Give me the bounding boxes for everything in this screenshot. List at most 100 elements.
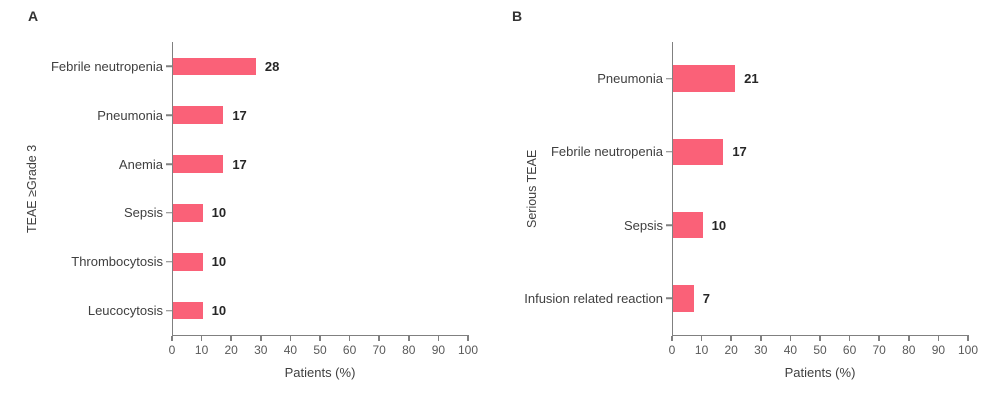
category-tick-mark [166,212,172,214]
x-tick-mark [467,336,469,341]
value-label: 10 [211,303,227,319]
x-tick-label: 60 [842,343,857,357]
category-label: Anemia [118,156,163,172]
category-tick-mark [666,224,672,226]
x-tick-label: 20 [224,343,238,357]
category-label: Febrile neutropenia [550,144,663,160]
x-tick-mark [789,336,792,341]
x-axis: 0 10 20 30 40 50 60 70 80 90 100 [168,336,478,362]
bar [673,65,736,92]
x-tick-mark [937,336,940,341]
bar-row: Pneumonia 17 [97,91,469,140]
bar-row: Febrile neutropenia 28 [51,42,469,91]
panel-letter-a: A [28,8,39,24]
category-tick-mark [166,309,172,312]
x-tick-label: 50 [313,343,327,357]
x-tick-mark [437,336,440,341]
x-tick-label: 10 [194,343,209,357]
bar-row: Leucocytosis 10 [88,286,469,335]
x-tick-mark [378,336,380,341]
category-tick-mark [666,151,672,153]
x-tick-label: 40 [283,343,298,357]
x-tick-label: 20 [724,343,738,357]
bar-row: Infusion related reaction 7 [524,262,969,335]
category-tick-mark [666,77,672,80]
x-tick-mark [819,336,821,341]
value-label: 17 [232,156,247,172]
x-tick-label: 30 [254,343,268,357]
x-tick-mark [967,336,969,341]
x-tick-mark [848,336,851,341]
x-tick-label: 70 [872,343,886,357]
x-tick-label: 70 [372,343,386,357]
bar [173,106,224,125]
x-tick-label: 10 [694,343,709,357]
category-label: Febrile neutropenia [50,58,163,74]
bar [673,285,694,312]
value-label: 17 [232,107,247,123]
x-tick-label: 90 [431,343,446,357]
bar-row: Sepsis 10 [124,188,469,237]
x-tick-mark [348,336,351,341]
x-tick-label: 100 [457,343,479,357]
y-axis-title: TEAE ≥Grade 3 [25,144,39,233]
x-tick-mark [878,336,880,341]
value-label: 10 [711,217,727,233]
x-tick-mark [908,336,910,341]
x-tick-mark [760,336,762,341]
x-tick-mark [230,336,232,341]
x-tick-mark [671,336,673,341]
category-tick-mark [666,297,672,300]
x-tick-mark [730,336,732,341]
panel-letter-b: B [512,8,523,24]
x-tick-mark [200,336,203,341]
category-tick-mark [166,65,172,68]
x-tick-label: 0 [168,343,176,357]
x-axis-title: Patients (%) [284,365,356,380]
bar-row: Thrombocytosis 10 [71,237,469,286]
bar-row: Sepsis 10 [624,189,969,262]
x-tick-mark [700,336,703,341]
x-axis: 0 10 20 30 40 50 60 70 80 90 100 [668,336,978,362]
category-tick-mark [166,163,172,165]
panel-a: A TEAE ≥Grade 3 Febrile neutropenia 28 Pne… [25,8,478,380]
bar [173,252,203,271]
x-tick-label: 90 [931,343,946,357]
x-tick-mark [171,336,173,341]
bar-row: Febrile neutropenia 17 [551,115,969,188]
category-tick-mark [166,114,172,116]
bar-row: Pneumonia 21 [597,42,969,115]
x-tick-mark [319,336,321,341]
x-tick-label: 80 [402,343,416,357]
bar [173,301,203,320]
x-tick-label: 30 [754,343,768,357]
x-tick-label: 100 [957,343,979,357]
category-label: Sepsis [623,217,663,233]
bar-row: Anemia 17 [119,140,469,189]
x-tick-mark [289,336,292,341]
value-label: 17 [732,144,747,160]
category-label: Thrombocytosis [71,254,163,270]
category-label: Infusion related reaction [524,290,663,306]
x-tick-label: 50 [813,343,827,357]
category-tick-mark [166,260,172,263]
x-axis-title: Patients (%) [784,365,856,380]
value-label: 10 [211,205,227,221]
x-tick-label: 40 [783,343,798,357]
value-label: 10 [211,254,227,270]
x-tick-label: 0 [668,343,676,357]
value-label: 21 [744,71,759,87]
bar [673,211,703,239]
plot-area: Febrile neutropenia 28 Pneumonia 17 Anemia 17… [51,42,469,336]
x-tick-mark [408,336,410,341]
category-label: Leucocytosis [87,303,163,319]
plot-area: Pneumonia 21 Febrile neutropenia 17 Sepsis 10… [524,42,969,336]
bar [173,204,203,222]
value-label: 7 [702,290,710,306]
bar [173,155,224,173]
x-tick-label: 60 [342,343,357,357]
value-label: 28 [264,58,280,74]
x-tick-label: 80 [902,343,916,357]
panel-b: B Serious TEAE Pneumonia 21 Febrile neutro… [500,0,1000,400]
